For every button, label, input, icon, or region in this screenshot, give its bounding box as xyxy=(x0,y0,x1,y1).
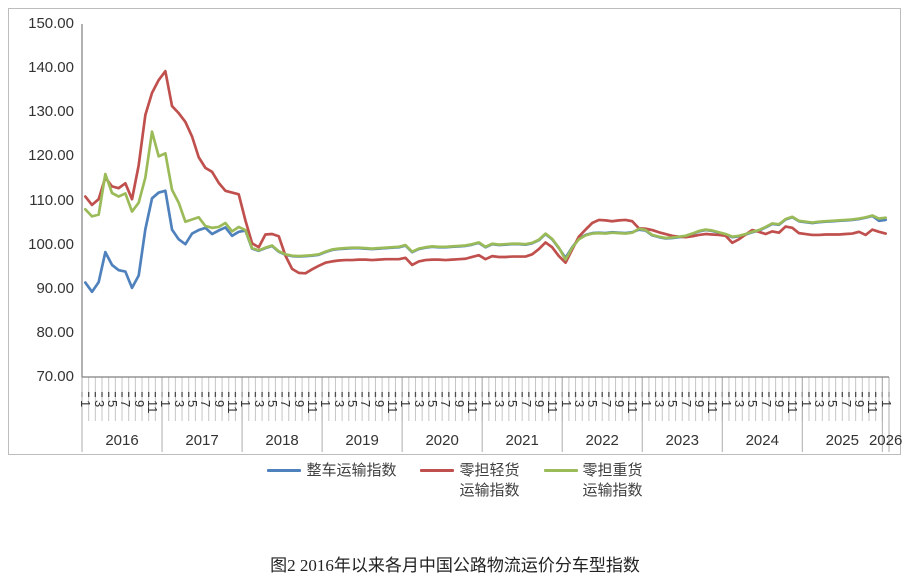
month-tick-label: 1 xyxy=(318,400,334,408)
year-label: 2019 xyxy=(345,432,379,449)
legend-item-ftl: 整车运输指数 xyxy=(267,461,396,481)
month-tick-label: 7 xyxy=(358,400,374,408)
month-tick-label: 9 xyxy=(771,400,787,408)
legend-label-ftl: 整车运输指数 xyxy=(306,461,396,481)
month-tick-label: 5 xyxy=(745,400,761,408)
month-tick-label: 11 xyxy=(465,400,481,414)
year-label: 2025 xyxy=(825,432,859,449)
year-label: 2023 xyxy=(665,432,699,449)
year-separator-lines xyxy=(81,377,890,452)
month-tick-label: 1 xyxy=(558,400,574,408)
month-tick-label: 5 xyxy=(505,400,521,408)
legend: 整车运输指数 零担轻货 运输指数 零担重货 运输指数 xyxy=(0,461,910,501)
month-tick-label: 5 xyxy=(665,400,681,408)
legend-line-sample-ltl-light xyxy=(420,469,455,472)
month-tick-label: 7 xyxy=(598,400,614,408)
month-tick-label: 5 xyxy=(585,400,601,408)
month-tick-label: 9 xyxy=(691,400,707,408)
year-label: 2020 xyxy=(425,432,459,449)
month-tick-label: 11 xyxy=(705,400,721,414)
y-axis-label: 150.00 xyxy=(28,15,74,32)
month-tick-label: 3 xyxy=(731,400,747,408)
legend-line-sample-ltl-heavy xyxy=(543,469,578,472)
legend-label-ltl-heavy: 零担重货 运输指数 xyxy=(583,461,643,501)
y-axis-label: 90.00 xyxy=(36,279,74,297)
series-line-ftl xyxy=(83,189,888,294)
month-tick-label: 1 xyxy=(798,400,814,408)
month-tick-label: 7 xyxy=(678,400,694,408)
month-tick-label: 1 xyxy=(478,400,494,408)
axis-tick-marks xyxy=(81,392,890,397)
month-tick-label: 7 xyxy=(438,400,454,408)
month-tick-label: 7 xyxy=(518,400,534,408)
y-axis-label: 110.00 xyxy=(29,191,74,209)
series-layer xyxy=(83,69,888,294)
legend-label-text: 整车运输指数 xyxy=(306,462,397,479)
month-tick-label: 9 xyxy=(611,400,627,408)
year-label: 2024 xyxy=(745,432,779,449)
month-tick-label: 1 xyxy=(158,400,174,408)
series-line-ltl-heavy xyxy=(83,130,888,261)
y-axis-label: 120.00 xyxy=(28,147,74,165)
legend-label-text: 零担轻货 xyxy=(459,462,520,479)
month-tick-label: 7 xyxy=(198,400,214,408)
legend-label-text: 运输指数 xyxy=(459,482,520,499)
legend-label-ltl-light: 零担轻货 运输指数 xyxy=(459,461,519,501)
month-tick-label: 9 xyxy=(131,400,147,408)
year-label: 2017 xyxy=(185,432,219,449)
year-label: 2016 xyxy=(105,432,139,449)
month-tick-label: 9 xyxy=(371,400,387,408)
month-tick-label: 1 xyxy=(78,400,94,408)
y-axis-label: 80.00 xyxy=(36,323,74,341)
legend-item-ltl-light: 零担轻货 运输指数 xyxy=(420,461,520,501)
year-label: 2021 xyxy=(505,432,539,449)
month-tick-label: 3 xyxy=(331,400,347,408)
month-tick-marks xyxy=(81,377,890,421)
month-tick-label: 9 xyxy=(211,400,227,408)
year-label: 2026 xyxy=(868,432,903,449)
month-tick-label: 9 xyxy=(531,400,547,408)
year-label: 2018 xyxy=(265,432,299,449)
month-tick-label: 5 xyxy=(825,400,841,408)
month-tick-label: 1 xyxy=(238,400,254,408)
month-tick-label: 1 xyxy=(718,400,734,408)
month-tick-label: 7 xyxy=(118,400,134,408)
year-label: 2022 xyxy=(585,432,619,449)
chart-caption: 图2 2016年以来各月中国公路物流运价分车型指数 xyxy=(270,556,640,575)
month-tick-label: 1 xyxy=(878,400,894,408)
legend-item-ltl-heavy: 零担重货 运输指数 xyxy=(543,461,643,501)
y-axis-label: 70.00 xyxy=(36,368,74,385)
month-tick-label: 3 xyxy=(171,400,187,408)
legend-label-text: 运输指数 xyxy=(582,482,643,499)
series-line-ltl-light xyxy=(83,69,888,275)
month-tick-label: 11 xyxy=(865,400,881,414)
month-tick-label: 7 xyxy=(838,400,854,408)
month-tick-label: 3 xyxy=(91,400,107,408)
month-tick-label: 1 xyxy=(398,400,414,408)
month-tick-label: 3 xyxy=(251,400,267,408)
axis-layer xyxy=(81,24,890,452)
month-tick-label: 3 xyxy=(571,400,587,408)
month-tick-label: 3 xyxy=(651,400,667,408)
legend-label-text: 零担重货 xyxy=(582,462,643,479)
y-axis-label: 130.00 xyxy=(28,103,74,121)
month-tick-label: 7 xyxy=(758,400,774,408)
month-tick-label: 3 xyxy=(491,400,507,408)
y-axis-label: 100.00 xyxy=(28,235,74,253)
month-tick-label: 7 xyxy=(278,400,294,408)
month-tick-label: 11 xyxy=(545,400,561,414)
month-tick-label: 1 xyxy=(638,400,654,408)
month-tick-label: 3 xyxy=(411,400,427,408)
month-tick-label: 11 xyxy=(785,400,801,414)
month-tick-label: 9 xyxy=(291,400,307,408)
legend-line-sample-ftl xyxy=(267,469,302,472)
y-axis-label: 140.00 xyxy=(28,59,74,77)
month-tick-label: 11 xyxy=(625,400,641,414)
month-tick-label: 9 xyxy=(451,400,467,408)
